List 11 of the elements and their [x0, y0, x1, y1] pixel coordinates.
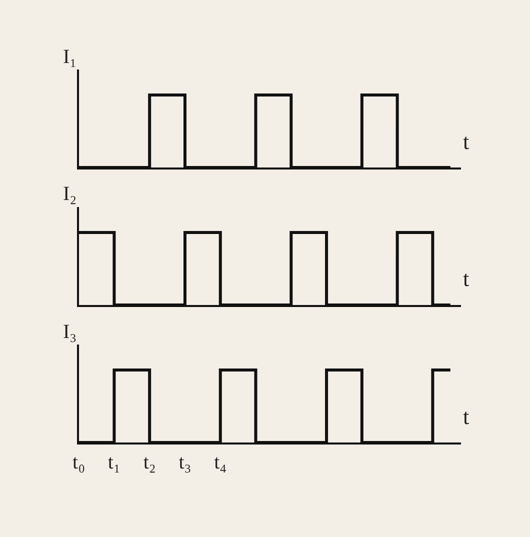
x-tick-label: t₀ [72, 451, 86, 474]
x-tick-label: t₁ [108, 451, 120, 474]
y-axis-title: I₃ [63, 321, 77, 343]
y-axis-title: I₁ [63, 46, 77, 68]
y-axis-title: I₂ [63, 183, 77, 205]
x-axis-title: t [463, 266, 470, 291]
x-tick-label: t₃ [178, 451, 192, 474]
x-tick-label: t₂ [143, 451, 156, 474]
x-tick-label: t₄ [214, 451, 227, 474]
x-axis-title: t [463, 404, 470, 429]
x-axis-title: t [463, 129, 470, 154]
